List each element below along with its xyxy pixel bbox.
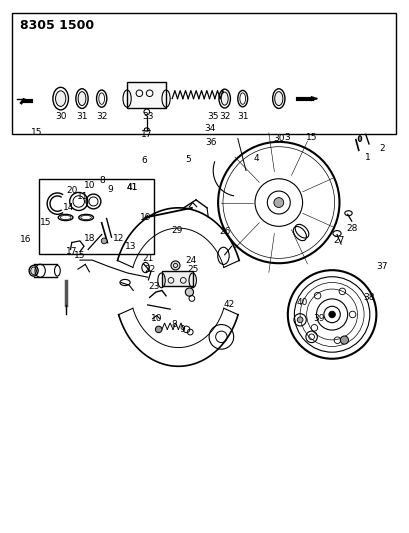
Ellipse shape [357, 136, 361, 141]
Text: 15: 15 [305, 133, 317, 142]
Text: 16: 16 [20, 236, 31, 244]
Ellipse shape [31, 267, 36, 274]
Circle shape [155, 326, 162, 333]
Circle shape [101, 238, 107, 244]
Text: 15: 15 [74, 252, 85, 260]
Text: 5: 5 [185, 156, 191, 164]
Circle shape [297, 317, 302, 322]
Text: 35: 35 [207, 112, 218, 120]
Text: 6: 6 [141, 157, 147, 165]
Text: 28: 28 [345, 224, 357, 232]
Text: 39: 39 [312, 314, 324, 323]
Text: 2: 2 [378, 144, 384, 152]
Text: 34: 34 [204, 125, 215, 133]
Text: 11: 11 [77, 192, 88, 200]
Text: 15: 15 [40, 219, 52, 227]
Text: 9: 9 [179, 325, 185, 334]
Text: 41: 41 [126, 183, 137, 192]
Text: 1: 1 [364, 153, 370, 161]
Text: 30: 30 [55, 112, 66, 120]
Text: 14: 14 [63, 204, 74, 212]
Text: 32: 32 [218, 112, 230, 120]
Text: 30: 30 [272, 134, 284, 143]
Text: 18: 18 [84, 235, 96, 243]
Text: 41: 41 [126, 183, 137, 192]
Text: 25: 25 [187, 265, 199, 273]
Circle shape [185, 288, 193, 296]
Text: 17: 17 [141, 130, 152, 139]
Text: 13: 13 [124, 242, 136, 251]
Text: 42: 42 [223, 301, 235, 309]
Text: 38: 38 [362, 293, 374, 302]
Text: 12: 12 [113, 235, 124, 243]
Text: 20: 20 [66, 187, 77, 195]
Text: 40: 40 [296, 298, 308, 307]
Text: 36: 36 [205, 139, 216, 147]
Text: 22: 22 [144, 265, 155, 273]
Text: 37: 37 [375, 262, 387, 271]
Text: 23: 23 [148, 282, 159, 291]
Ellipse shape [56, 91, 65, 107]
Text: 15: 15 [31, 128, 43, 136]
Text: 19: 19 [139, 213, 151, 222]
Text: 31: 31 [236, 112, 248, 120]
Circle shape [171, 261, 180, 270]
Bar [39, 179, 153, 254]
Bar [161, 271, 192, 286]
Text: 26: 26 [218, 228, 230, 236]
Text: 8305 1500: 8305 1500 [20, 19, 94, 32]
Bar [12, 13, 395, 134]
Text: 33: 33 [142, 112, 153, 120]
Circle shape [328, 311, 335, 318]
Ellipse shape [221, 92, 228, 105]
Text: 29: 29 [171, 226, 182, 235]
Text: 31: 31 [76, 112, 88, 120]
Text: 17: 17 [66, 247, 77, 256]
Text: 8: 8 [171, 320, 177, 328]
Text: 24: 24 [184, 256, 196, 264]
Text: 10: 10 [151, 314, 162, 323]
Text: 27: 27 [333, 237, 344, 245]
Circle shape [273, 198, 283, 207]
Ellipse shape [274, 92, 282, 106]
Text: 4: 4 [253, 155, 258, 163]
Ellipse shape [78, 92, 86, 106]
Text: 8: 8 [99, 176, 105, 184]
Text: 32: 32 [96, 112, 107, 120]
Bar [127, 82, 166, 108]
Circle shape [339, 336, 348, 344]
Text: 9: 9 [107, 185, 112, 193]
Text: 21: 21 [142, 254, 154, 263]
Text: 3: 3 [283, 133, 289, 142]
Text: 10: 10 [83, 181, 95, 190]
